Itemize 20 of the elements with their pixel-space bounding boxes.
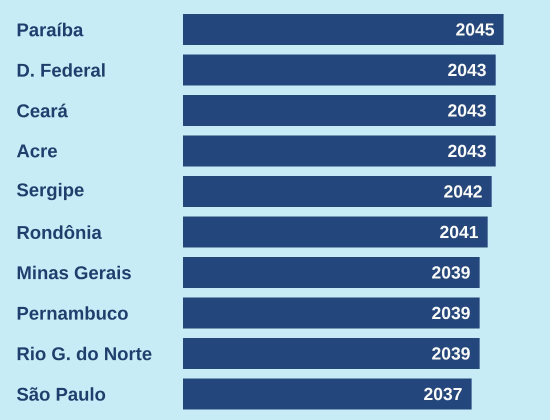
y-tick-label: Rio G. do Norte <box>18 346 152 360</box>
y-tick-label: Sergipe <box>16 182 84 200</box>
data-label: 2042 <box>444 185 482 198</box>
y-tick-label: Ceará <box>17 104 68 118</box>
y-tick-label: Minas Gerais <box>18 266 131 280</box>
data-label: 2043 <box>448 64 486 76</box>
y-tick-label: Pernambuco <box>18 306 128 320</box>
y-tick-label: Rondônia <box>18 225 102 240</box>
data-label: 2037 <box>424 388 462 400</box>
data-label: 2041 <box>440 226 478 238</box>
data-label: 2039 <box>432 347 470 360</box>
y-tick-label: D. Federal <box>18 63 105 77</box>
y-tick-label: São Paulo <box>16 387 106 401</box>
y-tick-label: Paraíba <box>18 22 84 36</box>
data-label: 2043 <box>448 144 486 158</box>
data-label: 2045 <box>456 23 494 36</box>
y-tick-label: Acre <box>16 144 57 158</box>
data-label: 2043 <box>448 104 486 117</box>
data-label: 2039 <box>432 266 470 279</box>
data-label: 2039 <box>432 306 470 320</box>
